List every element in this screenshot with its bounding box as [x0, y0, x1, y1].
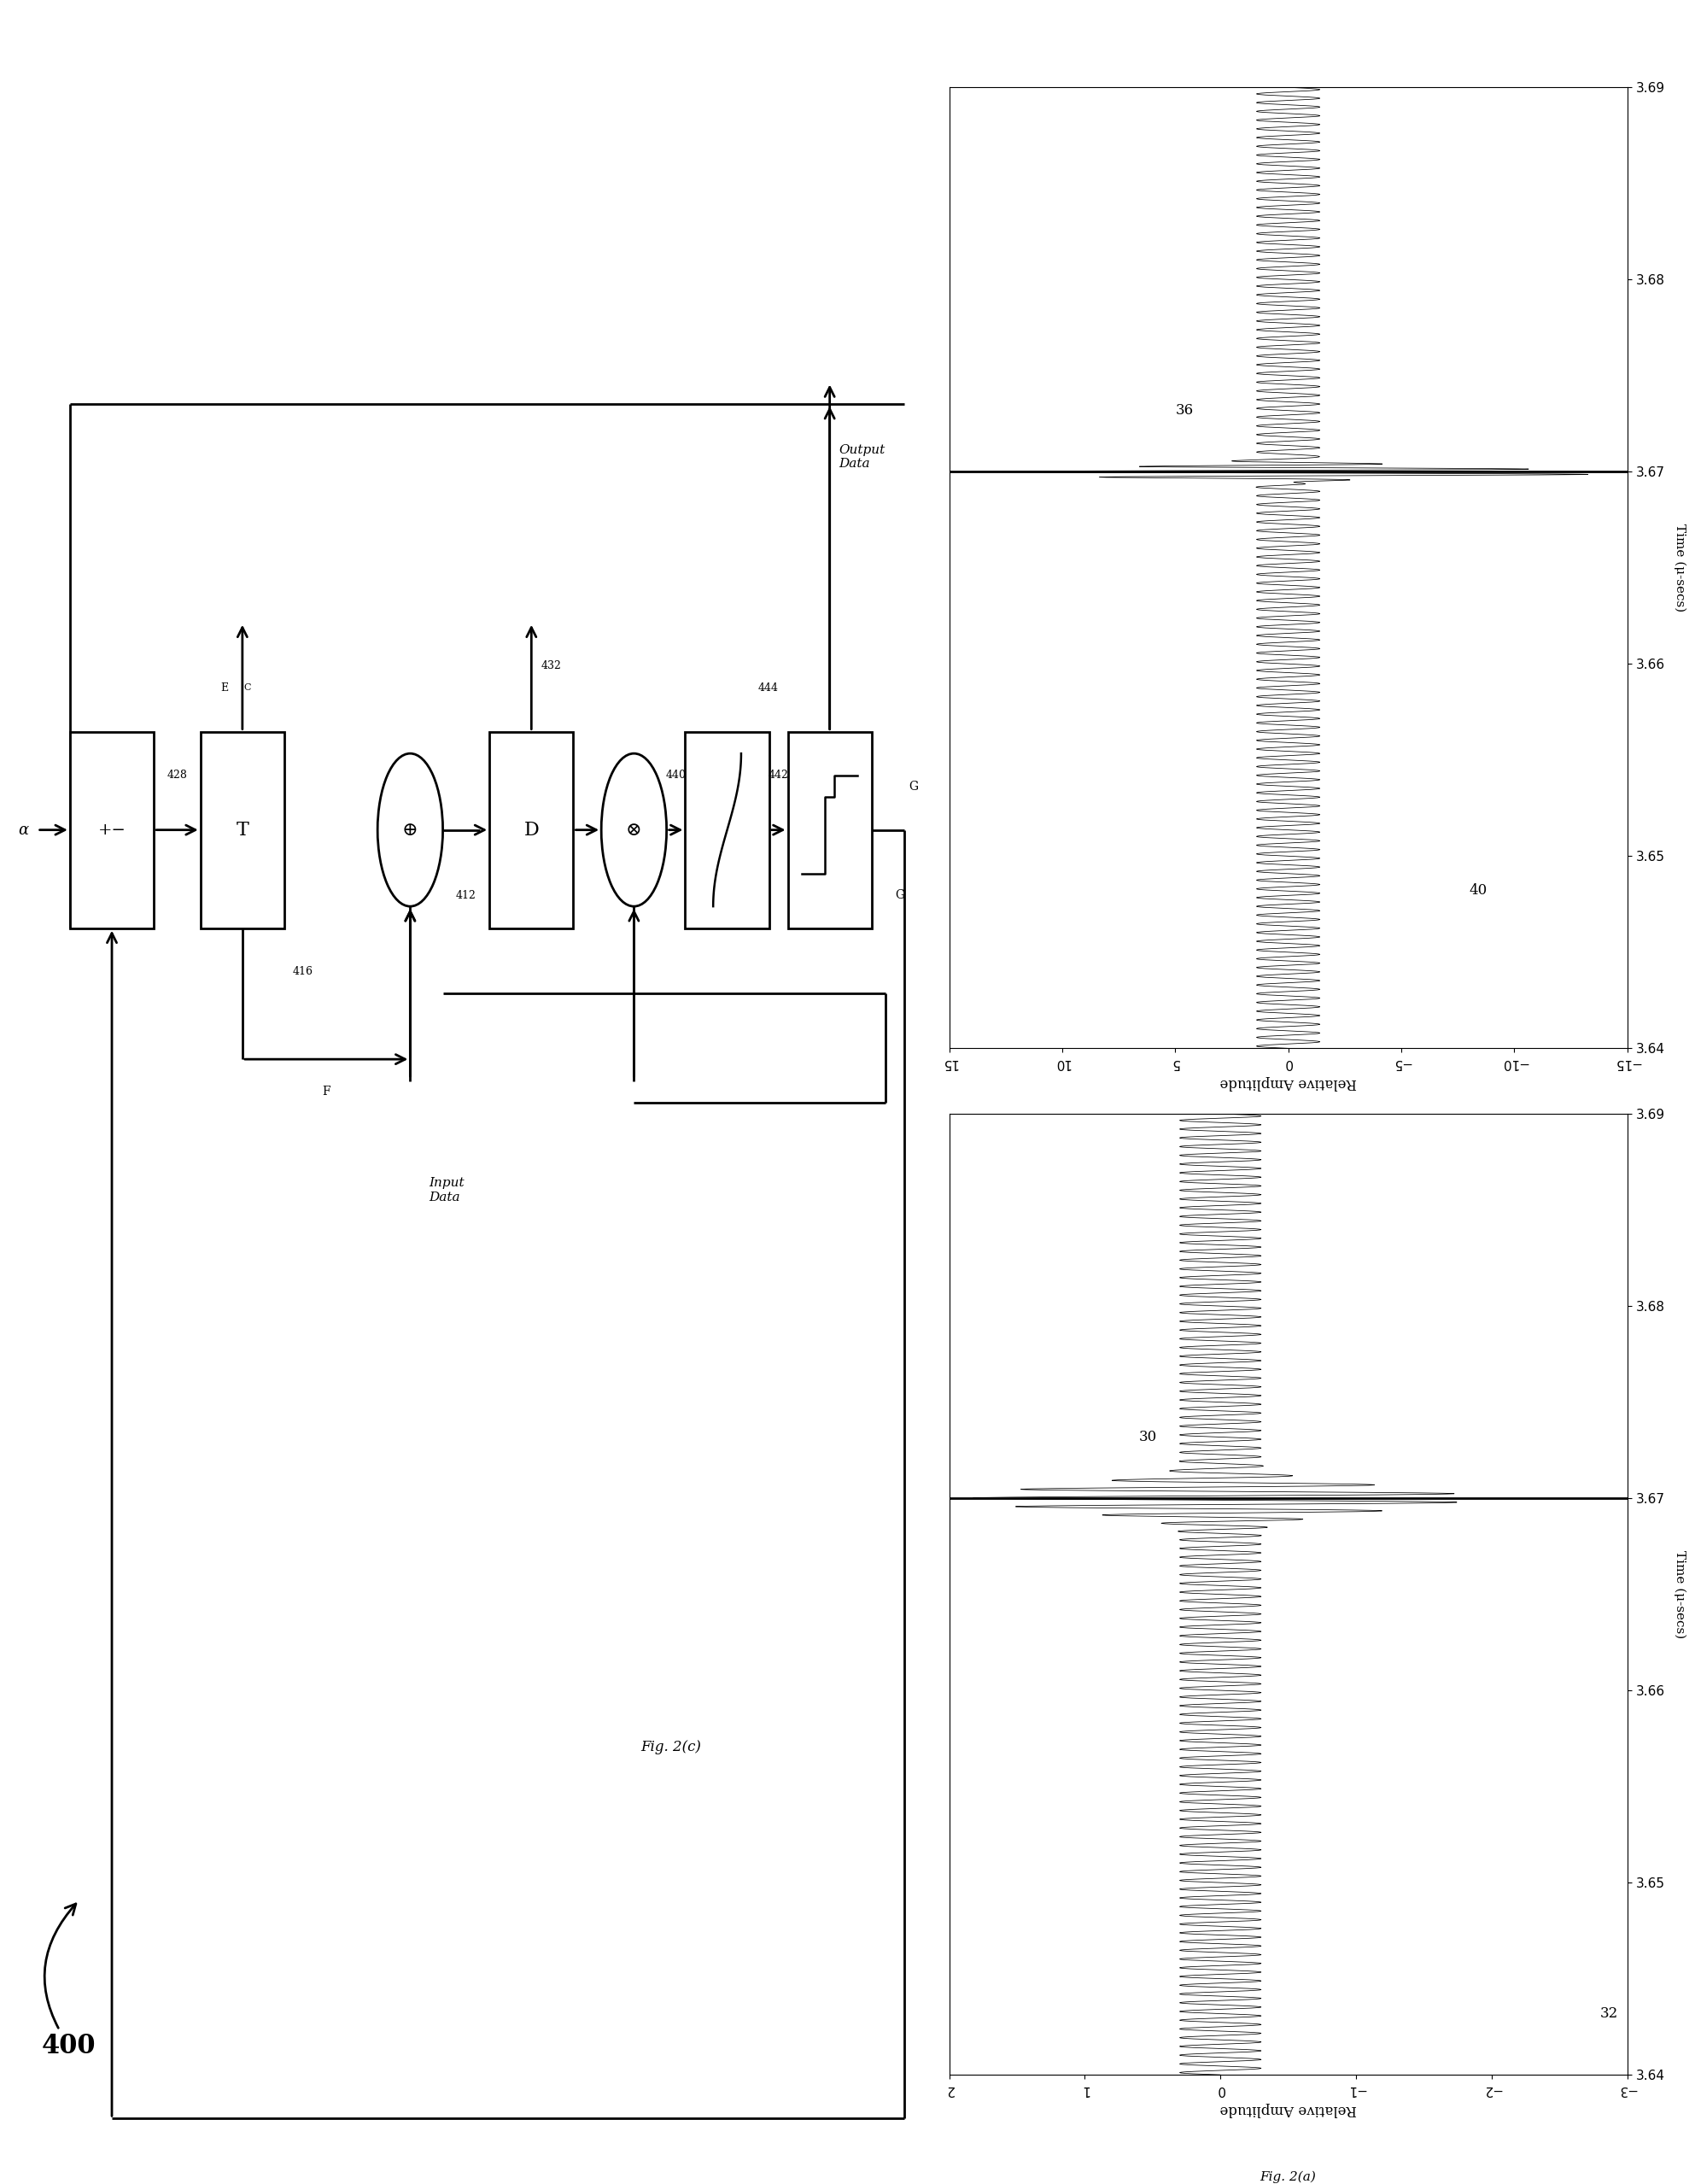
Text: G: G: [895, 889, 905, 902]
Circle shape: [378, 753, 442, 906]
Text: 442: 442: [768, 769, 788, 782]
Y-axis label: Time (μ-secs): Time (μ-secs): [1673, 1551, 1687, 1638]
Text: 440: 440: [666, 769, 686, 782]
Text: ⊕: ⊕: [402, 821, 419, 839]
Text: 416: 416: [293, 965, 314, 978]
Bar: [69, 732, 154, 928]
Text: D: D: [524, 821, 539, 839]
Text: 428: 428: [166, 769, 188, 782]
Text: E: E: [220, 681, 229, 695]
Text: Output
Data: Output Data: [839, 443, 885, 470]
Text: Input
Data: Input Data: [429, 1177, 464, 1203]
Text: 36: 36: [1175, 404, 1193, 417]
Text: T: T: [236, 821, 249, 839]
Text: 40: 40: [1470, 885, 1487, 898]
Bar: [788, 732, 871, 928]
Text: 400: 400: [42, 1904, 97, 2060]
Text: +−: +−: [98, 821, 125, 839]
Text: C: C: [244, 684, 251, 692]
Circle shape: [602, 753, 666, 906]
Text: F: F: [322, 1085, 331, 1099]
Text: 30: 30: [1139, 1431, 1158, 1444]
X-axis label: Relative Amplitude: Relative Amplitude: [1220, 1075, 1356, 1090]
Text: 432: 432: [541, 660, 561, 673]
Bar: [685, 732, 770, 928]
Text: Fig. 2(b): Fig. 2(b): [1259, 1144, 1317, 1158]
X-axis label: Relative Amplitude: Relative Amplitude: [1220, 2101, 1356, 2116]
Text: 444: 444: [758, 681, 778, 695]
Text: G: G: [909, 780, 919, 793]
Text: 32: 32: [1600, 2007, 1619, 2020]
Bar: [490, 732, 573, 928]
Text: Fig. 2(a): Fig. 2(a): [1259, 2171, 1317, 2184]
Y-axis label: Time (μ-secs): Time (μ-secs): [1673, 524, 1687, 612]
Text: 412: 412: [456, 889, 476, 902]
Text: α: α: [19, 821, 29, 839]
Bar: [200, 732, 285, 928]
Text: ⊗: ⊗: [625, 821, 642, 839]
Text: Fig. 2(c): Fig. 2(c): [641, 1741, 702, 1754]
